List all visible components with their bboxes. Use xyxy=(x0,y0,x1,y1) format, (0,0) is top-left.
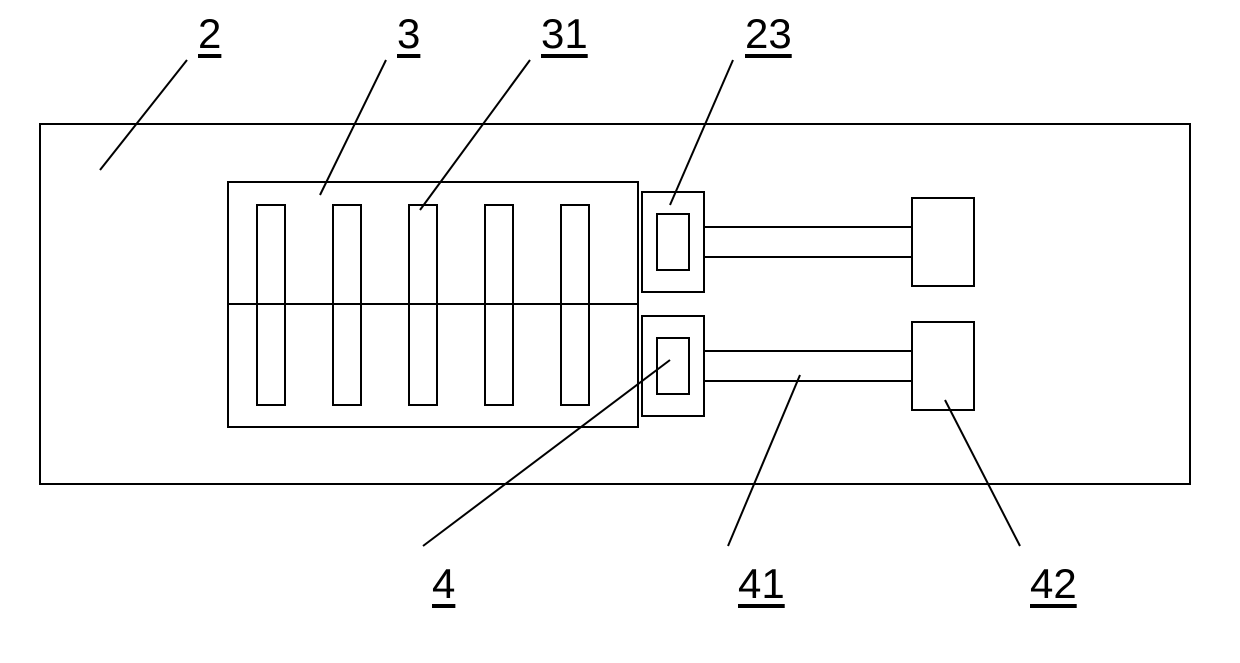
leader-line-2 xyxy=(420,60,530,210)
connector-top-inner xyxy=(657,214,689,270)
connector-top-bar xyxy=(704,227,912,257)
leader-line-1 xyxy=(320,60,386,195)
leader-line-3 xyxy=(670,60,733,205)
leader-line-0 xyxy=(100,60,187,170)
connector-bottom-outer xyxy=(642,316,704,416)
leader-line-5 xyxy=(728,375,800,546)
leader-line-6 xyxy=(945,400,1020,546)
callout-label-4: 4 xyxy=(432,560,455,608)
connector-top-end xyxy=(912,198,974,286)
connector-bottom-bar xyxy=(704,351,912,381)
callout-label-3: 3 xyxy=(397,10,420,58)
connector-bottom-end xyxy=(912,322,974,410)
callout-label-41: 41 xyxy=(738,560,785,608)
callout-label-31: 31 xyxy=(541,10,588,58)
callout-label-23: 23 xyxy=(745,10,792,58)
callout-label-2: 2 xyxy=(198,10,221,58)
leader-line-4 xyxy=(423,360,670,546)
connector-top-outer xyxy=(642,192,704,292)
callout-label-42: 42 xyxy=(1030,560,1077,608)
